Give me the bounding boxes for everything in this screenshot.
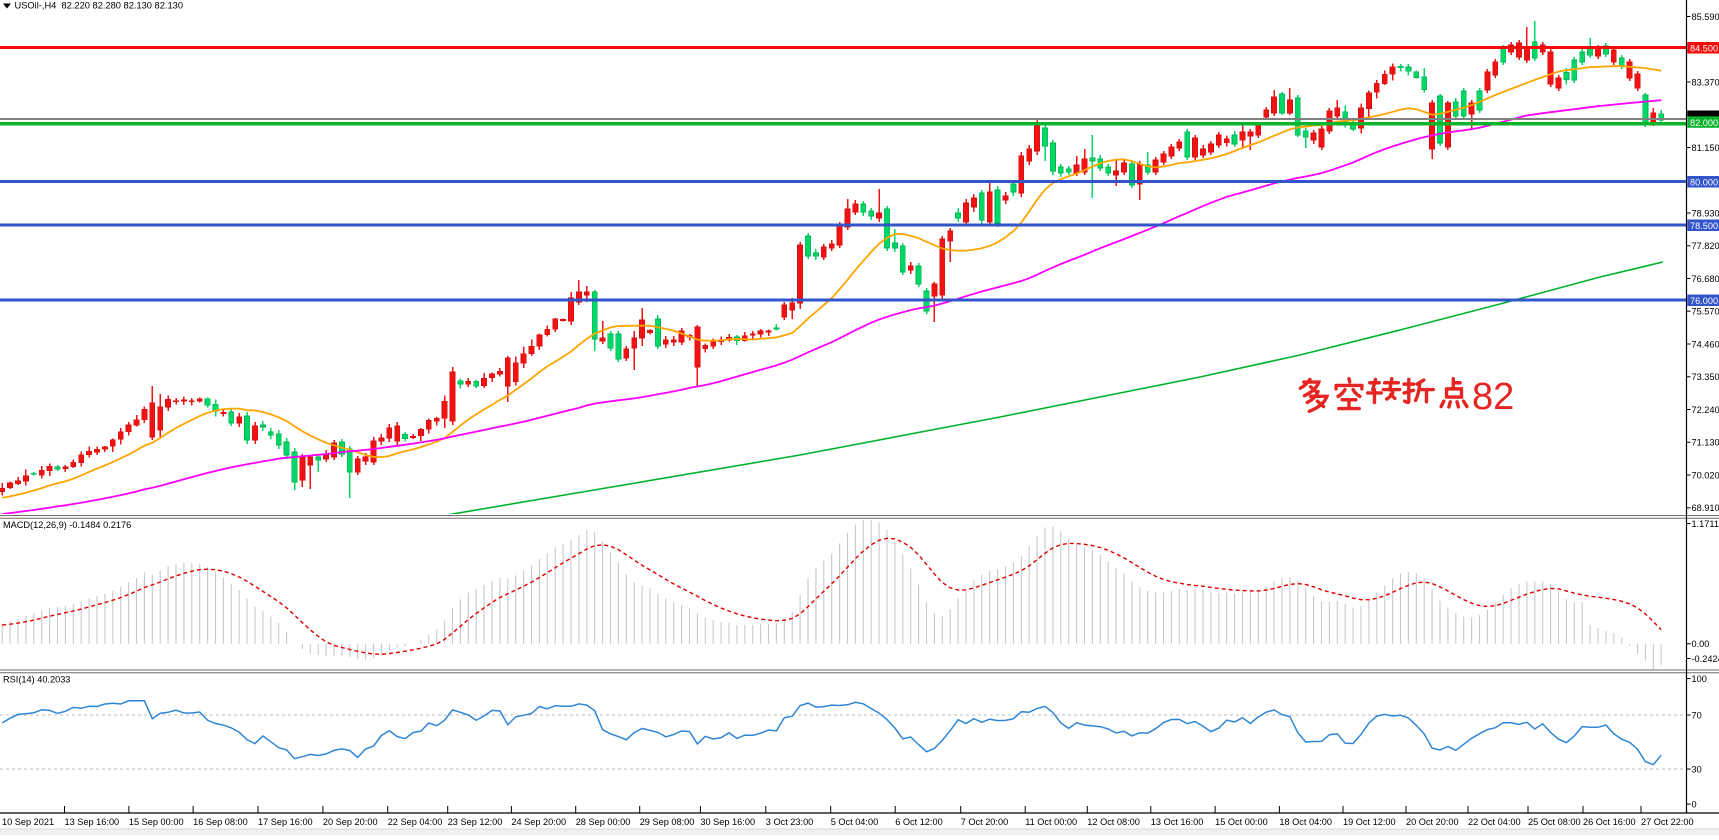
svg-text:84.500: 84.500 xyxy=(1690,44,1718,54)
svg-text:15 Sep 00:00: 15 Sep 00:00 xyxy=(129,817,184,827)
svg-text:71.130: 71.130 xyxy=(1692,438,1719,448)
svg-text:72.240: 72.240 xyxy=(1692,405,1719,415)
svg-text:82: 82 xyxy=(1472,376,1514,418)
svg-text:22 Oct 04:00: 22 Oct 04:00 xyxy=(1468,817,1521,827)
svg-text:100: 100 xyxy=(1692,674,1707,684)
svg-text:78.930: 78.930 xyxy=(1692,208,1719,218)
svg-text:7 Oct 20:00: 7 Oct 20:00 xyxy=(961,817,1009,827)
svg-text:25 Oct 08:00: 25 Oct 08:00 xyxy=(1528,817,1581,827)
svg-text:70: 70 xyxy=(1692,710,1702,720)
svg-text:17 Sep 16:00: 17 Sep 16:00 xyxy=(258,817,313,827)
svg-text:20 Oct 20:00: 20 Oct 20:00 xyxy=(1406,817,1459,827)
svg-text:16 Sep 08:00: 16 Sep 08:00 xyxy=(193,817,248,827)
svg-text:81.150: 81.150 xyxy=(1692,143,1719,153)
svg-text:22 Sep 04:00: 22 Sep 04:00 xyxy=(388,817,443,827)
svg-text:74.460: 74.460 xyxy=(1692,339,1719,349)
svg-text:19 Oct 12:00: 19 Oct 12:00 xyxy=(1343,817,1396,827)
svg-text:0.00: 0.00 xyxy=(1692,639,1710,649)
svg-text:5 Oct 04:00: 5 Oct 04:00 xyxy=(831,817,879,827)
svg-text:10 Sep 2021: 10 Sep 2021 xyxy=(2,817,54,827)
svg-text:13 Oct 16:00: 13 Oct 16:00 xyxy=(1151,817,1204,827)
svg-text:23 Sep 12:00: 23 Sep 12:00 xyxy=(448,817,503,827)
svg-text:13 Sep 16:00: 13 Sep 16:00 xyxy=(65,817,120,827)
svg-text:27 Oct 22:00: 27 Oct 22:00 xyxy=(1641,817,1694,827)
svg-text:USOil-,H4 82.220 82.280 82.13: USOil-,H4 82.220 82.280 82.130 82.130 xyxy=(15,1,184,11)
svg-text:29 Sep 08:00: 29 Sep 08:00 xyxy=(640,817,695,827)
svg-text:76.000: 76.000 xyxy=(1690,296,1718,306)
svg-text:80.000: 80.000 xyxy=(1690,178,1718,188)
svg-text:70.020: 70.020 xyxy=(1692,470,1719,480)
svg-text:11 Oct 00:00: 11 Oct 00:00 xyxy=(1025,817,1077,827)
svg-text:-0.2424: -0.2424 xyxy=(1692,654,1719,664)
svg-text:MACD(12,26,9) -0.1484 0.2176: MACD(12,26,9) -0.1484 0.2176 xyxy=(3,520,131,530)
svg-text:0: 0 xyxy=(1692,799,1697,809)
svg-text:RSI(14) 40.2033: RSI(14) 40.2033 xyxy=(3,675,70,685)
svg-text:24 Sep 20:00: 24 Sep 20:00 xyxy=(511,817,566,827)
svg-text:20 Sep 20:00: 20 Sep 20:00 xyxy=(323,817,378,827)
svg-text:85.590: 85.590 xyxy=(1692,12,1719,22)
svg-text:73.350: 73.350 xyxy=(1692,372,1719,382)
svg-text:12 Oct 08:00: 12 Oct 08:00 xyxy=(1087,817,1140,827)
svg-text:3 Oct 23:00: 3 Oct 23:00 xyxy=(766,817,814,827)
svg-text:30 Sep 16:00: 30 Sep 16:00 xyxy=(700,817,755,827)
svg-text:30: 30 xyxy=(1692,764,1702,774)
svg-text:78.500: 78.500 xyxy=(1690,221,1718,231)
svg-text:6 Oct 12:00: 6 Oct 12:00 xyxy=(895,817,943,827)
svg-text:68.910: 68.910 xyxy=(1692,503,1719,513)
svg-text:77.820: 77.820 xyxy=(1692,241,1719,251)
svg-text:82.000: 82.000 xyxy=(1690,118,1718,128)
svg-text:28 Sep 00:00: 28 Sep 00:00 xyxy=(576,817,631,827)
svg-text:18 Oct 04:00: 18 Oct 04:00 xyxy=(1279,817,1332,827)
svg-text:15 Oct 00:00: 15 Oct 00:00 xyxy=(1215,817,1268,827)
svg-text:76.680: 76.680 xyxy=(1692,274,1719,284)
svg-text:75.570: 75.570 xyxy=(1692,307,1719,317)
svg-text:26 Oct 16:00: 26 Oct 16:00 xyxy=(1583,817,1636,827)
svg-text:83.370: 83.370 xyxy=(1692,77,1719,87)
svg-text:1.1711: 1.1711 xyxy=(1692,519,1719,529)
